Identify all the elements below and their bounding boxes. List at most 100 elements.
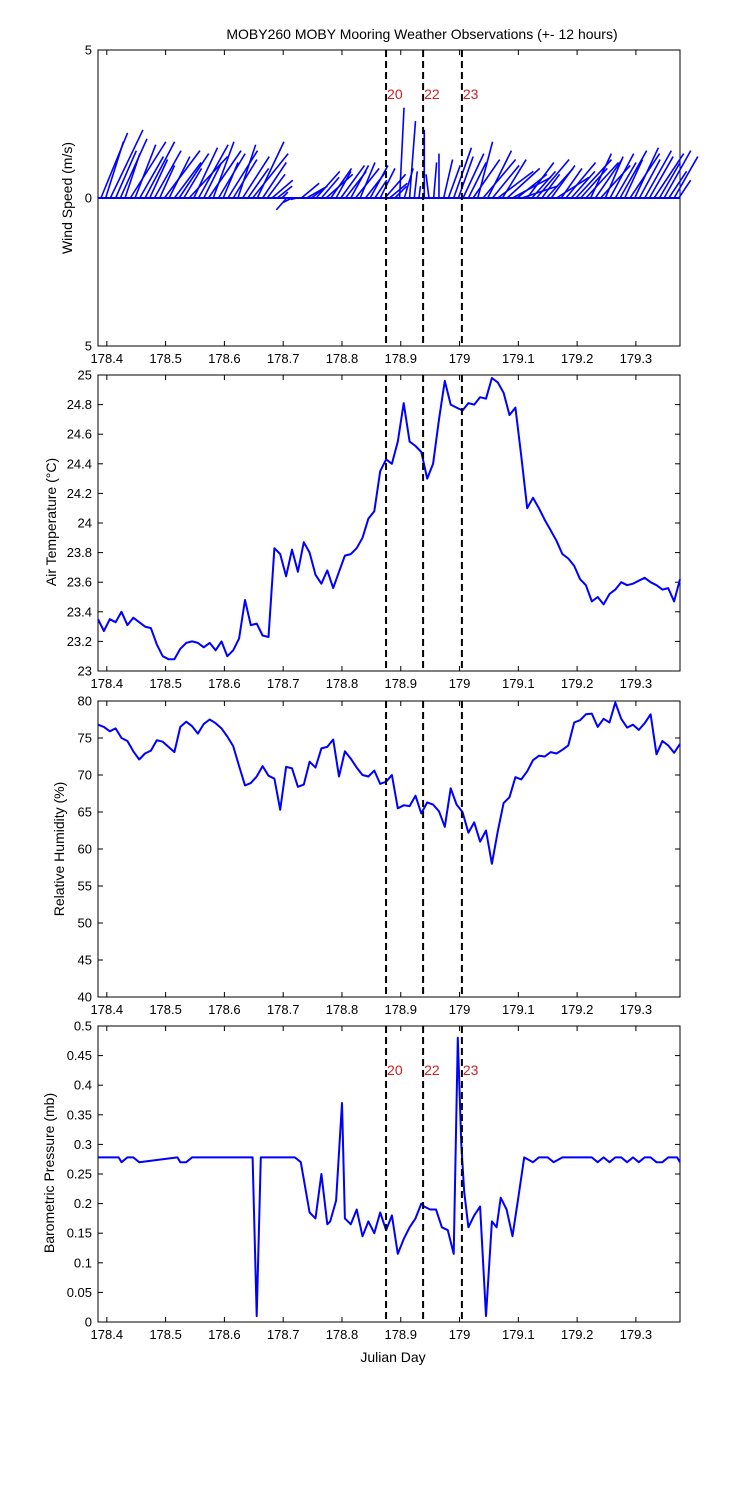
- wind-stick: [168, 156, 191, 199]
- y-tick-label: 75: [78, 731, 92, 746]
- wind-stick: [222, 162, 239, 199]
- barometric-pressure-panel: Barometric Pressure (mb) 178.4 178.5 178.6…: [41, 1019, 681, 1342]
- wind-stick: [114, 150, 138, 199]
- y-tick-label: 0.4: [74, 1078, 92, 1093]
- wind-stick: [261, 162, 287, 199]
- wind-stick: [144, 141, 176, 199]
- wind-stick: [467, 162, 487, 199]
- wind-stick: [320, 176, 340, 199]
- wind-stick: [609, 153, 635, 199]
- y-tick-label: 70: [78, 768, 92, 783]
- relative-humidity-panel: Relative Humidity (%) 178.4 178.5 178.6 178…: [51, 694, 681, 1017]
- wind-stick: [663, 150, 692, 199]
- wind-stick: [648, 156, 674, 199]
- wind-stick: [476, 141, 494, 199]
- wind-stick: [512, 176, 552, 199]
- x-tick-label: 179.1: [502, 1002, 535, 1017]
- y-tick-label: 45: [78, 953, 92, 968]
- y-tick-label: 80: [78, 694, 92, 709]
- wind-stick: [589, 153, 613, 199]
- x-tick-label: 179: [449, 1002, 471, 1017]
- x-tick-label: 179.3: [620, 676, 653, 691]
- wind-stick: [281, 191, 289, 199]
- barometric-pressure-ylabel: Barometric Pressure (mb): [41, 1093, 57, 1253]
- wind-stick: [359, 162, 376, 199]
- x-tick-label: 178.8: [326, 1002, 359, 1017]
- x-tick-label: 178.9: [384, 676, 417, 691]
- wind-stick: [594, 159, 623, 199]
- y-tick-label: 23.4: [67, 604, 92, 619]
- wind-stick: [570, 170, 596, 199]
- y-tick-label: 0.3: [74, 1137, 92, 1152]
- wind-stick: [482, 159, 517, 199]
- wind-stick: [585, 161, 620, 199]
- x-tick-label: 178.5: [149, 351, 182, 366]
- wind-stick: [197, 144, 229, 199]
- wind-stick: [653, 153, 685, 199]
- wind-stick: [139, 156, 165, 199]
- wind-stick: [237, 144, 257, 199]
- wind-stick: [129, 141, 167, 199]
- wind-stick: [178, 153, 210, 199]
- wind-stick: [134, 144, 157, 199]
- figure-title: MOBY260 MOBY Mooring Weather Observation…: [226, 26, 617, 42]
- wind-stick: [163, 150, 201, 199]
- wind-stick: [227, 150, 259, 199]
- wind-speed-panel: Wind Speed (m/s) N 178.4178.5178.6178.71…: [59, 43, 699, 366]
- x-tick-label: 178.6: [208, 1002, 241, 1017]
- wind-stick: [212, 141, 235, 199]
- x-tick-label: 178.5: [149, 1002, 182, 1017]
- wind-stick: [457, 156, 474, 199]
- y-tick-label: 0.15: [67, 1226, 92, 1241]
- wind-stick: [389, 182, 408, 199]
- wind-stick: [604, 156, 624, 199]
- plot-frame: [97, 374, 681, 672]
- wind-stick: [241, 156, 270, 199]
- wind-stick: [153, 150, 182, 199]
- x-tick-label: 178.4: [91, 351, 124, 366]
- wind-stick: [506, 167, 541, 199]
- wind-stick: [275, 197, 288, 211]
- wind-stick: [109, 129, 144, 199]
- x-tick-label: 179.3: [620, 351, 653, 366]
- y-tick-label: 40: [78, 990, 92, 1005]
- wind-stick: [624, 159, 644, 199]
- wind-stick: [354, 167, 380, 199]
- wind-stick: [335, 170, 352, 199]
- wind-stick: [462, 153, 485, 199]
- wind-stick: [644, 150, 673, 199]
- wind-stick: [369, 165, 389, 199]
- wind-stick: [193, 147, 219, 199]
- wind-stick: [442, 159, 454, 199]
- x-tick-label: 179.1: [502, 351, 535, 366]
- y-tick-label: 23.8: [67, 545, 92, 560]
- event-label: 23: [463, 1062, 479, 1078]
- wind-stick: [119, 138, 148, 199]
- y-tick-label: 23.6: [67, 575, 92, 590]
- wind-stick: [173, 161, 202, 199]
- y-tick-label: 0: [85, 191, 92, 206]
- y-tick-label: 24: [78, 516, 92, 531]
- x-tick-label: 179: [449, 1327, 471, 1342]
- wind-stick: [124, 153, 141, 199]
- event-label: 23: [463, 86, 479, 102]
- wind-stick: [251, 153, 289, 199]
- x-tick-label: 178.8: [326, 351, 359, 366]
- wind-stick: [149, 159, 169, 199]
- y-tick-label: 60: [78, 842, 92, 857]
- wind-stick: [247, 167, 270, 199]
- y-tick-label: 5: [85, 43, 92, 58]
- wind-stick: [550, 164, 576, 199]
- wind-stick: [408, 120, 417, 199]
- y-tick-label: 0: [85, 1315, 92, 1330]
- y-tick-label: 0.05: [67, 1285, 92, 1300]
- y-tick-label: 23.2: [67, 634, 92, 649]
- wind-stick: [619, 150, 648, 199]
- wind-stick: [350, 165, 370, 199]
- y-tick-label: 25: [78, 368, 92, 383]
- x-tick-label: 178.4: [91, 676, 124, 691]
- y-tick-label: 65: [78, 805, 92, 820]
- x-tick-label: 178.7: [267, 351, 300, 366]
- data-line: [97, 377, 681, 661]
- wind-stick: [432, 162, 438, 199]
